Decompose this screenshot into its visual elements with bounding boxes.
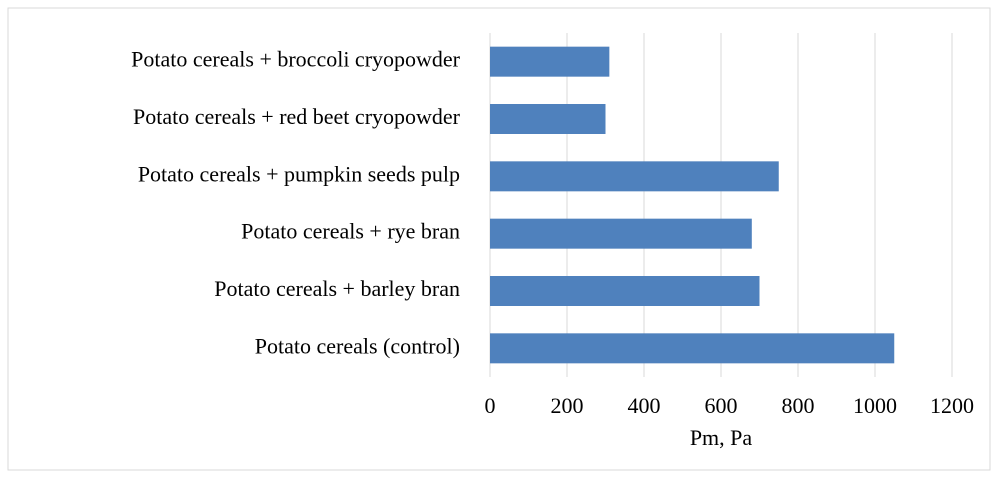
y-tick-label: Potato cereals + rye bran xyxy=(241,219,460,244)
chart-frame xyxy=(7,7,991,471)
y-tick-label: Potato cereals (control) xyxy=(255,333,460,358)
y-tick-label: Potato cereals + red beet cryopowder xyxy=(133,104,461,129)
y-tick-label: Potato cereals + pumpkin seeds pulp xyxy=(138,161,460,186)
bar xyxy=(490,104,606,134)
y-tick-label: Potato cereals + barley bran xyxy=(214,276,460,301)
bar xyxy=(490,161,779,192)
y-tick-label: Potato cereals + broccoli cryopowder xyxy=(131,47,461,72)
bar xyxy=(490,46,610,77)
x-tick-label: 800 xyxy=(782,393,815,418)
x-tick-label: 0 xyxy=(485,393,496,418)
x-axis-label: Pm, Pa xyxy=(690,425,753,450)
bar xyxy=(490,218,752,249)
x-tick-label: 400 xyxy=(628,393,661,418)
x-tick-label: 600 xyxy=(705,393,738,418)
bar xyxy=(490,276,760,306)
x-tick-label: 1200 xyxy=(930,393,974,418)
x-tick-label: 200 xyxy=(551,393,584,418)
bar xyxy=(490,333,895,364)
x-tick-label: 1000 xyxy=(853,393,897,418)
